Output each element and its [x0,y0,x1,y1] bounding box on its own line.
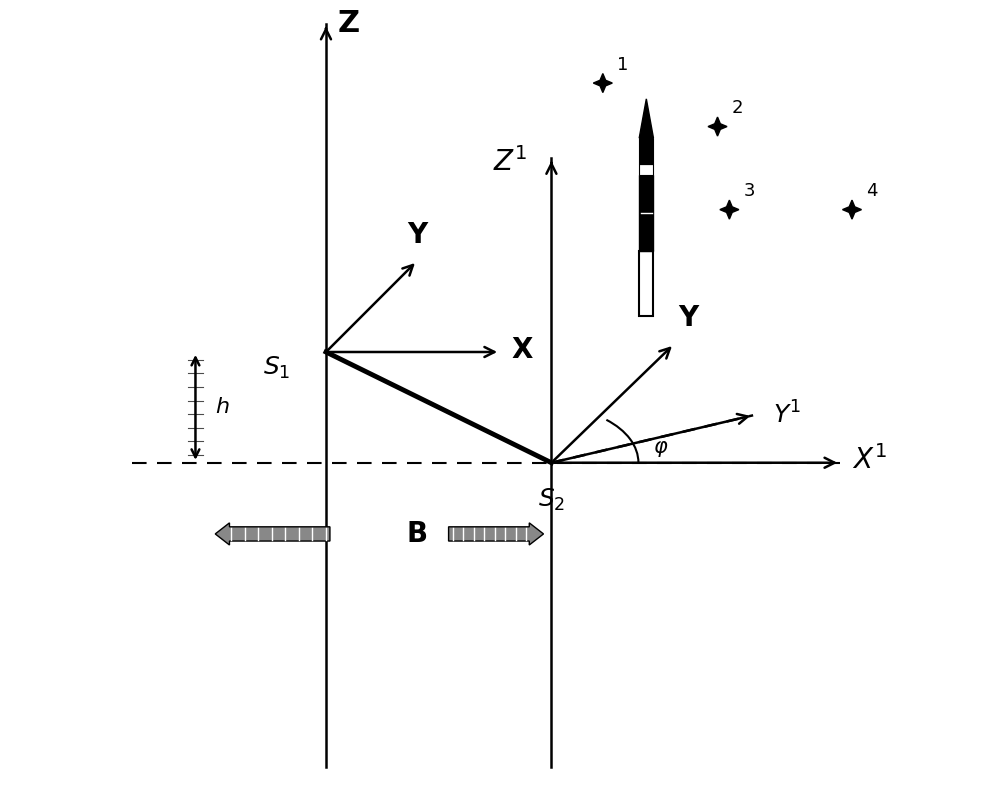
Text: h: h [215,397,229,418]
Polygon shape [639,99,653,138]
Polygon shape [720,200,739,219]
Polygon shape [708,117,727,136]
Bar [639,252,653,316]
Text: Z: Z [338,9,360,38]
Text: Y: Y [678,305,698,332]
Text: $S_2$: $S_2$ [538,486,565,513]
Polygon shape [843,200,861,219]
Polygon shape [593,74,612,93]
FancyArrow shape [449,523,544,545]
Text: B: B [406,520,428,548]
Text: $Z^1$: $Z^1$ [493,147,528,177]
FancyArrow shape [215,523,330,545]
Bar [639,165,653,175]
Text: $S_1$: $S_1$ [263,354,290,381]
Text: $Y^1$: $Y^1$ [773,402,801,429]
Text: $X^1$: $X^1$ [852,445,887,475]
Bar [639,138,653,165]
Text: φ: φ [654,437,668,457]
Text: Y: Y [407,221,427,249]
Text: X: X [512,335,533,364]
Text: 3: 3 [744,182,755,200]
Bar [639,175,653,252]
Text: 2: 2 [732,99,743,117]
Text: 1: 1 [617,55,628,74]
Text: 4: 4 [866,182,878,200]
